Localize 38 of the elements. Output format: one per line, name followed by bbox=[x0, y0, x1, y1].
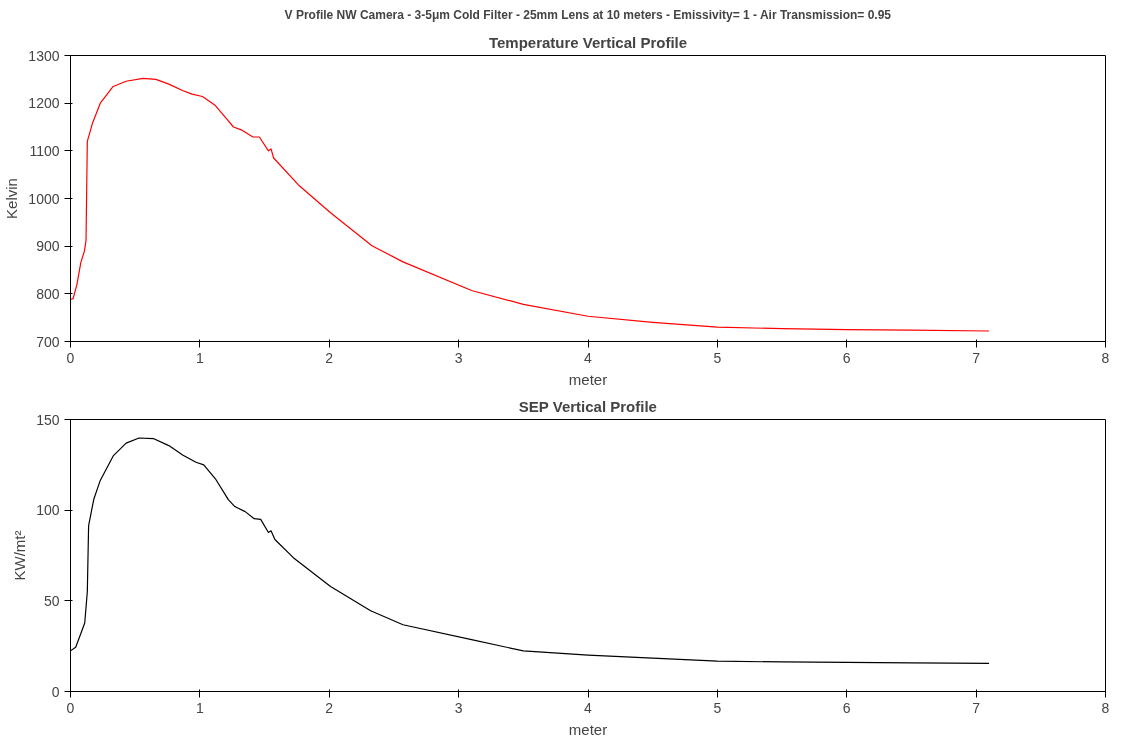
x-tick-label: 8 bbox=[1101, 699, 1110, 716]
y-tick-label: 100 bbox=[36, 502, 60, 519]
x-tick-label: 7 bbox=[972, 349, 981, 366]
x-tick-label: 2 bbox=[325, 699, 334, 716]
line-series bbox=[70, 437, 990, 664]
x-tick-label: 3 bbox=[454, 699, 463, 716]
x-tick-label: 3 bbox=[454, 349, 463, 366]
x-tick-label: 8 bbox=[1101, 349, 1110, 366]
y-tick-label: 1300 bbox=[28, 47, 60, 64]
y-tick-label: 1200 bbox=[28, 95, 60, 112]
chart-title: V Profile NW Camera - 3-5μm Cold Filter - 25mm Lens at 10 meters - Emissivity= 1 - Air Transmission= 0.95 bbox=[284, 7, 892, 22]
y-tick-label: 900 bbox=[36, 238, 60, 255]
x-tick-label: 0 bbox=[66, 349, 75, 366]
x-tick-label: 4 bbox=[584, 699, 593, 716]
x-tick-label: 5 bbox=[713, 349, 722, 366]
chart-title: SEP Vertical Profile bbox=[518, 397, 657, 415]
y-tick-label: 150 bbox=[36, 411, 60, 428]
x-tick-label: 1 bbox=[195, 349, 204, 366]
y-tick-label: 0 bbox=[51, 683, 60, 700]
y-tick-label: 1100 bbox=[29, 142, 60, 159]
y-axis-title: KW/mt² bbox=[11, 530, 29, 581]
x-tick-label: 5 bbox=[713, 699, 722, 716]
y-tick-label: 700 bbox=[36, 333, 60, 350]
x-tick-label: 2 bbox=[325, 349, 334, 366]
x-tick-label: 1 bbox=[195, 699, 204, 716]
chart-subtitle: Temperature Vertical Profile bbox=[488, 33, 688, 51]
line-series bbox=[70, 77, 990, 332]
y-tick-label: 800 bbox=[36, 285, 60, 302]
x-tick-label: 6 bbox=[842, 699, 851, 716]
x-axis-title: meter bbox=[568, 720, 608, 738]
x-tick-label: 4 bbox=[584, 349, 593, 366]
x-tick-label: 7 bbox=[972, 699, 981, 716]
y-tick-label: 1000 bbox=[28, 190, 60, 207]
x-tick-label: 6 bbox=[842, 349, 851, 366]
y-axis-title: Kelvin bbox=[3, 178, 21, 219]
y-tick-label: 50 bbox=[43, 592, 60, 609]
x-axis-title: meter bbox=[568, 370, 608, 388]
x-tick-label: 0 bbox=[66, 699, 75, 716]
